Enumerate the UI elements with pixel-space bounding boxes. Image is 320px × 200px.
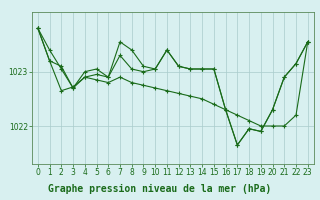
Text: Graphe pression niveau de la mer (hPa): Graphe pression niveau de la mer (hPa)	[48, 184, 272, 194]
